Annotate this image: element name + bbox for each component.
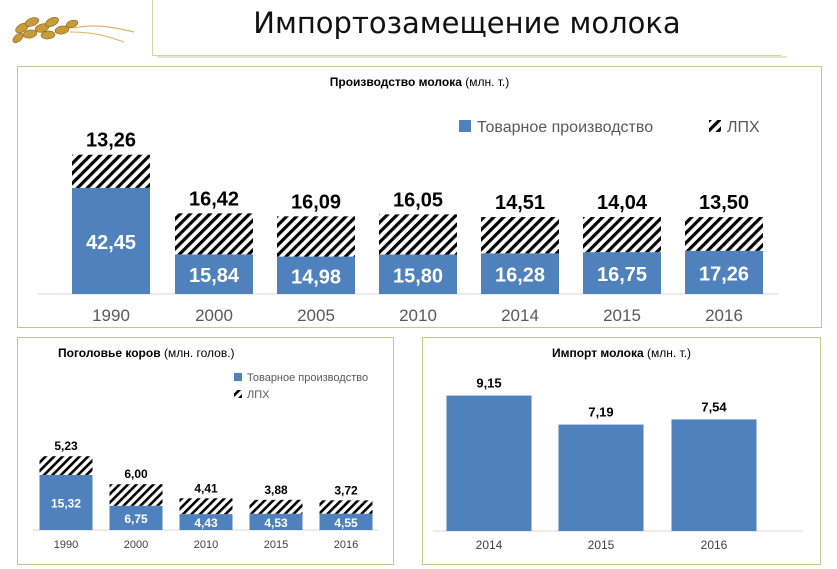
milk-production-chart: 42,45 13,26 1990 15,84 16,42 2000 14,98 16,09 20…: [38, 119, 778, 325]
tick-2015: 2015: [588, 538, 615, 552]
legend-lph-label: ЛПХ: [247, 389, 270, 401]
bar-commercial-2010: [379, 254, 457, 294]
tick-2015: 2015: [603, 306, 641, 325]
legend-lph-swatch: [709, 120, 721, 132]
label-import-2016: 7,54: [701, 399, 727, 414]
bar-lph-2016: [685, 217, 763, 251]
label-commercial-1990: 15,32: [51, 497, 81, 511]
bar-import-2016: [671, 419, 757, 531]
bar-commercial-1990: [39, 475, 93, 530]
label-commercial-2005: 14,98: [291, 266, 341, 288]
milk-import-chart: 9,15 2014 7,19 2015 7,54 2016: [433, 376, 803, 552]
title-box: Импортозамещение молока: [152, 0, 787, 58]
page-title: Импортозамещение молока: [253, 6, 681, 40]
bar-lph-2015: [583, 217, 661, 253]
label-commercial-2010: 15,80: [393, 265, 443, 287]
label-commercial-2016: 4,55: [334, 516, 358, 530]
label-lph-1990: 13,26: [86, 130, 136, 152]
tick-2005: 2005: [297, 306, 335, 325]
legend-commercial-label: Товарное производство: [247, 372, 368, 384]
label-import-2014: 9,15: [476, 376, 501, 391]
label-lph-2015: 14,04: [597, 192, 648, 214]
bar-commercial-2000: [175, 254, 253, 294]
bar-commercial-2005: [277, 256, 355, 294]
label-commercial-2000: 6,75: [124, 512, 148, 526]
tick-2016: 2016: [705, 306, 743, 325]
label-commercial-2010: 4,43: [194, 516, 218, 530]
label-commercial-2014: 16,28: [495, 265, 545, 287]
bar-commercial-2015: [583, 252, 661, 294]
tick-2000: 2000: [124, 539, 148, 551]
legend-commercial-label: Товарное производство: [477, 119, 653, 136]
label-lph-2010: 4,41: [194, 481, 218, 495]
label-import-2015: 7,19: [588, 405, 613, 420]
tick-2010: 2010: [399, 306, 437, 325]
bar-import-2015: [558, 424, 644, 531]
milk-import-panel: Импорт молока (млн. т.) 9,15 2014 7,19 2015…: [422, 337, 821, 565]
tick-2014: 2014: [501, 306, 539, 325]
tick-2016: 2016: [701, 538, 728, 552]
tick-2014: 2014: [476, 538, 503, 552]
label-lph-2015: 3,88: [264, 483, 288, 497]
milk-import-title: Импорт молока (млн. т.): [551, 346, 692, 360]
label-commercial-2015: 4,53: [264, 516, 288, 530]
bar-lph-1990: [39, 456, 93, 476]
bar-import-2014: [446, 395, 532, 531]
bar-lph-2010: [179, 498, 233, 515]
label-lph-1990: 5,23: [54, 439, 78, 453]
bar-lph-2015: [249, 499, 303, 514]
bar-commercial-2000: [109, 505, 163, 530]
bar-lph-2000: [175, 213, 253, 255]
label-commercial-2015: 16,75: [597, 264, 647, 286]
bar-commercial-2016: [319, 513, 373, 530]
legend-commercial-swatch: [459, 120, 471, 132]
label-commercial-2016: 17,26: [699, 263, 749, 285]
legend-lph-label: ЛПХ: [727, 119, 760, 136]
milk-production-title: Производство молока (млн. т.): [329, 75, 510, 89]
label-lph-2005: 16,09: [291, 191, 341, 213]
label-commercial-2000: 15,84: [189, 265, 240, 287]
tick-1990: 1990: [92, 306, 130, 325]
bar-lph-2010: [379, 214, 457, 255]
legend-commercial-swatch: [234, 373, 242, 381]
bar-commercial-2016: [685, 250, 763, 294]
cow-population-title: Поголовье коров (млн. голов.): [58, 346, 235, 360]
label-lph-2010: 16,05: [393, 189, 443, 211]
bar-lph-2000: [109, 484, 163, 506]
wheat-logo-icon: [12, 17, 135, 43]
bar-lph-2005: [277, 216, 355, 257]
label-commercial-1990: 42,45: [86, 232, 136, 254]
bar-lph-2016: [319, 500, 373, 514]
label-lph-2016: 3,72: [334, 483, 358, 497]
bar-lph-2014: [481, 217, 559, 254]
cow-population-chart: 15,32 5,23 1990 6,75 6,00 2000 4,43 4,41 2010 4,5…: [33, 372, 378, 551]
cow-population-panel: Поголовье коров (млн. голов.) 15,32 5,23 1…: [17, 337, 394, 565]
tick-1990: 1990: [54, 539, 78, 551]
tick-2010: 2010: [194, 539, 218, 551]
milk-production-panel: Производство молока (млн. т.) 42,45 13,26…: [17, 66, 822, 328]
tick-2015: 2015: [264, 539, 288, 551]
tick-2000: 2000: [195, 306, 233, 325]
bar-commercial-1990: [72, 187, 150, 294]
label-lph-2016: 13,50: [699, 192, 749, 214]
bar-lph-1990: [72, 154, 150, 188]
legend-lph-swatch: [234, 390, 242, 398]
label-lph-2014: 14,51: [495, 192, 545, 214]
bar-commercial-2014: [481, 253, 559, 294]
bar-commercial-2010: [179, 514, 233, 530]
bar-commercial-2015: [249, 513, 303, 530]
label-lph-2000: 6,00: [124, 467, 148, 481]
label-lph-2000: 16,42: [189, 188, 239, 210]
tick-2016: 2016: [334, 539, 358, 551]
